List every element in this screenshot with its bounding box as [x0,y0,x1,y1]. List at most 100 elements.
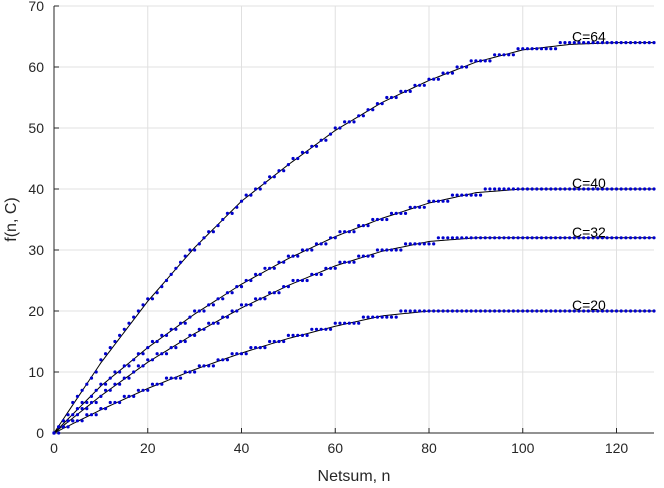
data-point [347,120,351,124]
data-point [643,187,647,191]
tick-labels: 0 20 40 60 80 100 120 0 10 20 30 40 50 60 70 [28,0,628,456]
data-point [249,193,253,197]
data-point [497,53,501,57]
data-point [586,309,590,313]
data-point [436,236,440,240]
data-point [75,407,80,411]
data-point [596,309,600,313]
data-point [535,309,539,313]
data-point [624,236,628,240]
series-label: C=64 [572,29,606,45]
data-point [178,321,183,325]
data-point [300,333,305,337]
data-point [516,309,520,313]
data-point [521,309,525,313]
data-point [455,193,459,197]
data-point [296,254,300,258]
data-point [361,254,365,258]
data-point [296,156,300,161]
data-point [446,309,450,313]
data-point [610,309,614,313]
data-point [483,309,487,313]
data-point [221,358,225,362]
data-point [85,382,89,386]
data-point [432,77,436,81]
data-point [502,309,506,313]
data-point [174,346,178,350]
data-point [628,187,633,191]
data-point [118,370,122,374]
data-point [305,278,309,283]
data-point [258,346,262,350]
data-point [525,309,530,313]
data-point [568,236,572,240]
data-point [371,217,375,222]
data-point [127,364,131,368]
data-point [211,230,215,234]
data-point [258,272,262,276]
data-point [118,400,122,405]
data-point [347,260,351,264]
data-point [146,297,150,301]
data-point [235,309,239,313]
data-point [525,187,530,191]
data-point [582,41,586,45]
data-point [183,321,187,325]
data-point [413,83,417,87]
data-point [155,382,159,386]
data-point [619,41,623,45]
data-point [418,309,422,313]
data-point [221,315,225,319]
data-point [305,150,309,154]
data-point [352,230,356,234]
data-point [366,108,370,112]
x-tick-label: 40 [234,440,250,456]
data-point [136,364,140,368]
data-point [418,205,422,209]
data-point [614,187,619,191]
data-point [122,327,126,331]
data-point [633,309,637,313]
data-point [164,352,169,356]
data-point [408,205,412,209]
data-point [328,266,333,270]
data-point [305,248,309,252]
data-point [286,333,290,337]
data-point [549,187,553,191]
data-point [535,187,539,191]
data-point [244,193,248,197]
data-point [450,309,455,313]
data-point [422,309,426,313]
data-point [502,236,506,240]
data-point [141,388,145,392]
data-point [244,303,248,307]
data-point [643,236,647,240]
data-point [333,266,337,270]
data-point [389,315,394,319]
data-point [89,376,94,380]
data-point [385,248,389,252]
data-point [263,266,267,270]
data-point [403,89,408,93]
y-tick-label: 10 [28,364,44,380]
data-point [272,175,276,179]
data-point [483,59,487,63]
data-point [455,65,459,69]
data-point [160,285,164,289]
data-point [493,53,497,57]
data-point [455,309,459,313]
data-point [511,187,515,191]
data-point [450,193,455,197]
data-point [563,309,567,313]
data-point [132,315,136,319]
data-point [343,260,347,264]
data-point [385,217,389,222]
data-point [610,41,614,45]
data-point [516,236,520,240]
series-line [53,42,654,434]
data-point [577,41,581,45]
data-point [413,205,417,209]
data-point [357,321,361,325]
data-point [258,187,262,191]
data-point [75,394,80,398]
